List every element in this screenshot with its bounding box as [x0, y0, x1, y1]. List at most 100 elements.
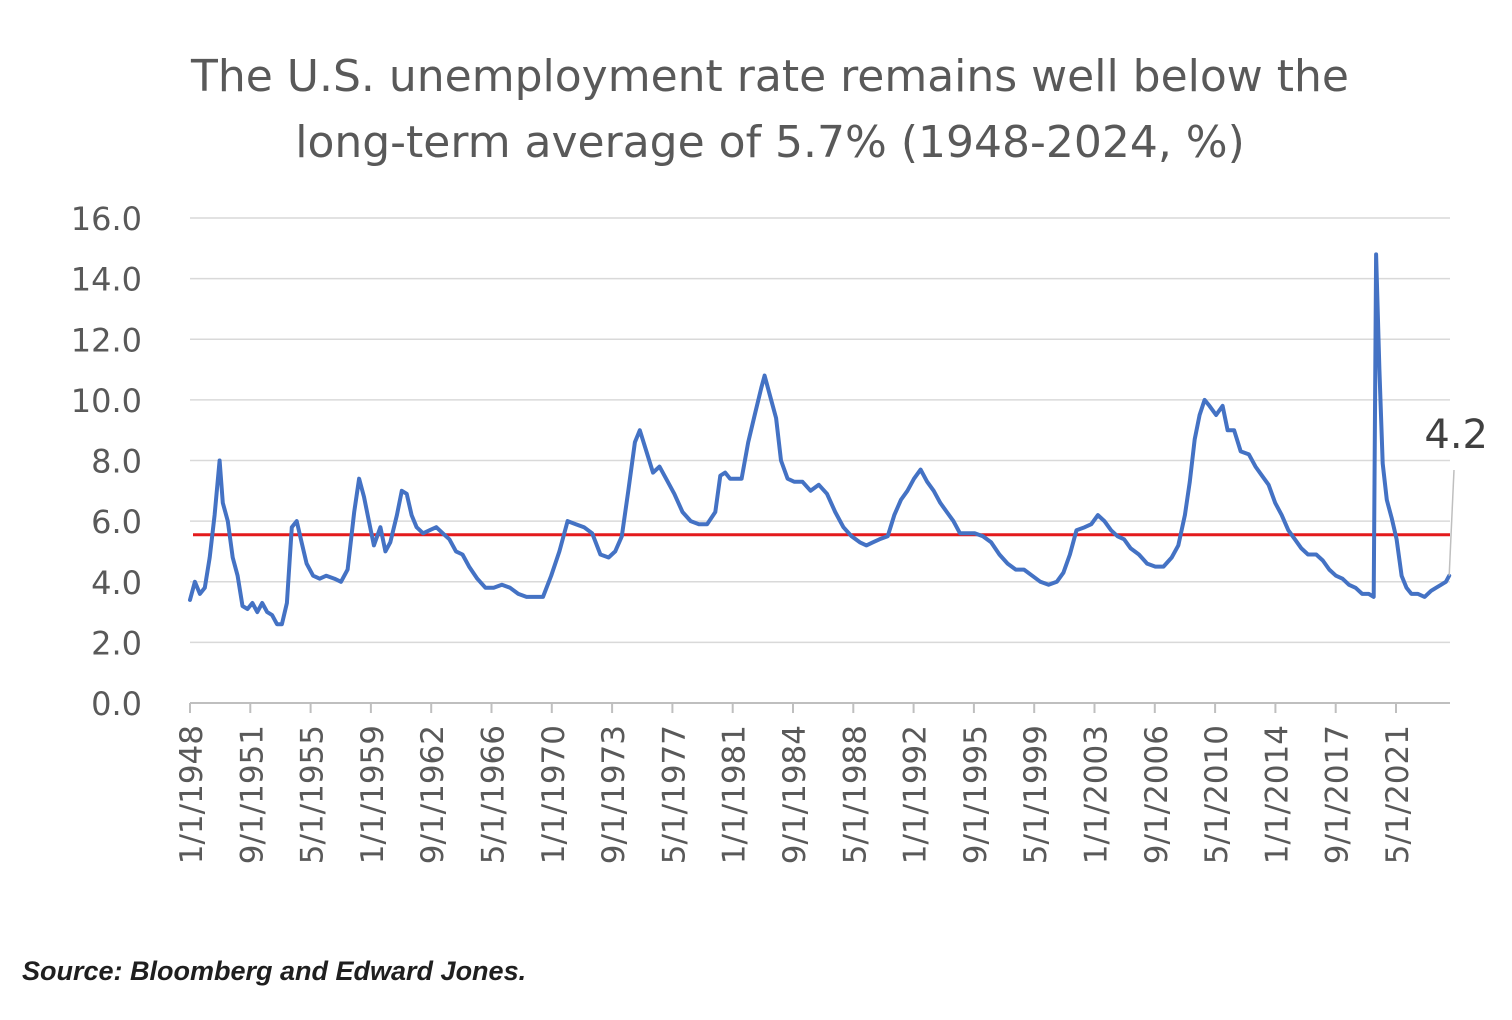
data-point — [1170, 556, 1173, 559]
data-point — [476, 577, 479, 580]
plot: 0.0 2.0 4.0 6.0 8.0 10.0 12.0 14.0 16.0 1/1/1948 9… — [71, 200, 1488, 864]
data-point — [763, 374, 766, 377]
data-point — [339, 580, 343, 583]
data-point — [817, 483, 820, 486]
data-point — [256, 610, 259, 614]
data-point — [1109, 529, 1113, 532]
data-point — [574, 523, 577, 526]
data-point — [998, 553, 1001, 556]
data-point — [919, 468, 922, 471]
data-point — [1416, 592, 1420, 596]
data-point — [658, 465, 661, 468]
chart-title-line-1: The U.S. unemployment rate remains well … — [190, 51, 1349, 102]
data-point — [566, 519, 569, 523]
data-point — [325, 574, 328, 577]
data-point — [266, 610, 269, 614]
data-point — [362, 495, 366, 499]
x-tick-label: 1/1/1959 — [355, 725, 391, 864]
data-point — [1321, 559, 1325, 562]
data-point — [689, 519, 692, 523]
data-point — [1022, 568, 1026, 571]
data-point — [614, 550, 617, 553]
data-point — [801, 480, 804, 483]
data-point — [1062, 571, 1065, 574]
y-tick-label: 16.0 — [71, 200, 142, 238]
data-point — [939, 501, 942, 505]
data-point — [305, 562, 308, 565]
data-point — [492, 586, 495, 589]
data-point — [952, 519, 955, 523]
x-tick-label: 9/1/1951 — [234, 725, 270, 864]
x-tick-label: 9/1/2017 — [1320, 725, 1356, 864]
data-point — [906, 489, 909, 492]
data-point — [705, 523, 709, 526]
data-point — [1122, 538, 1126, 541]
data-point — [1162, 565, 1165, 568]
data-point — [226, 519, 229, 523]
data-point — [236, 574, 239, 577]
data-point — [541, 595, 545, 599]
data-point — [318, 577, 321, 580]
data-point — [591, 532, 594, 535]
data-point — [1154, 565, 1157, 568]
data-point — [1444, 580, 1448, 583]
data-point — [333, 577, 336, 580]
data-point — [645, 450, 648, 453]
data-point — [1267, 483, 1270, 486]
data-point — [558, 550, 561, 553]
data-point — [1183, 513, 1187, 517]
y-tick-label: 4.0 — [91, 564, 142, 602]
data-point — [525, 595, 528, 599]
data-point — [1055, 580, 1059, 583]
data-point — [517, 592, 520, 596]
data-point — [1306, 553, 1310, 556]
data-point — [1226, 429, 1229, 432]
data-point — [620, 535, 623, 538]
data-point — [1328, 568, 1331, 571]
x-tick-label: 1/1/1981 — [717, 725, 753, 864]
data-point — [231, 556, 234, 559]
data-point — [384, 550, 387, 553]
chart-title: The U.S. unemployment rate remains well … — [140, 44, 1400, 176]
data-point — [1315, 553, 1318, 556]
data-point — [1378, 368, 1381, 371]
y-tick-label: 14.0 — [71, 261, 142, 299]
x-tick-label: 1/1/1992 — [898, 725, 934, 864]
data-point — [724, 471, 727, 474]
data-point — [379, 526, 382, 529]
data-point — [208, 556, 211, 559]
data-point — [213, 513, 216, 517]
data-point — [886, 535, 889, 538]
data-point — [415, 526, 418, 529]
data-point — [1188, 480, 1192, 483]
data-point — [989, 541, 993, 544]
data-point — [719, 474, 722, 477]
x-tick-label: 1/1/1948 — [174, 725, 210, 864]
data-point — [673, 492, 676, 495]
data-point — [275, 623, 279, 626]
data-point — [1354, 586, 1357, 589]
data-point — [1047, 583, 1050, 586]
data-point — [1083, 526, 1086, 529]
data-point — [1193, 438, 1196, 441]
data-point — [779, 459, 783, 462]
data-point — [1177, 544, 1180, 547]
data-point — [627, 489, 630, 492]
data-point — [1232, 429, 1236, 432]
x-tick-label: 1/1/2003 — [1079, 725, 1115, 864]
data-point — [858, 541, 861, 544]
data-point — [1247, 453, 1251, 456]
data-point — [733, 477, 737, 480]
data-point — [1239, 450, 1242, 453]
y-tick-label: 12.0 — [71, 321, 142, 359]
y-tick-label: 2.0 — [91, 624, 142, 662]
x-tick-label: 5/1/2010 — [1199, 725, 1235, 864]
data-point — [1293, 538, 1297, 541]
data-point — [878, 538, 881, 541]
data-point — [1429, 589, 1433, 592]
data-point — [599, 553, 602, 556]
data-point — [508, 586, 512, 589]
data-point — [842, 526, 845, 529]
data-point — [1208, 404, 1211, 408]
data-point — [1137, 553, 1141, 556]
